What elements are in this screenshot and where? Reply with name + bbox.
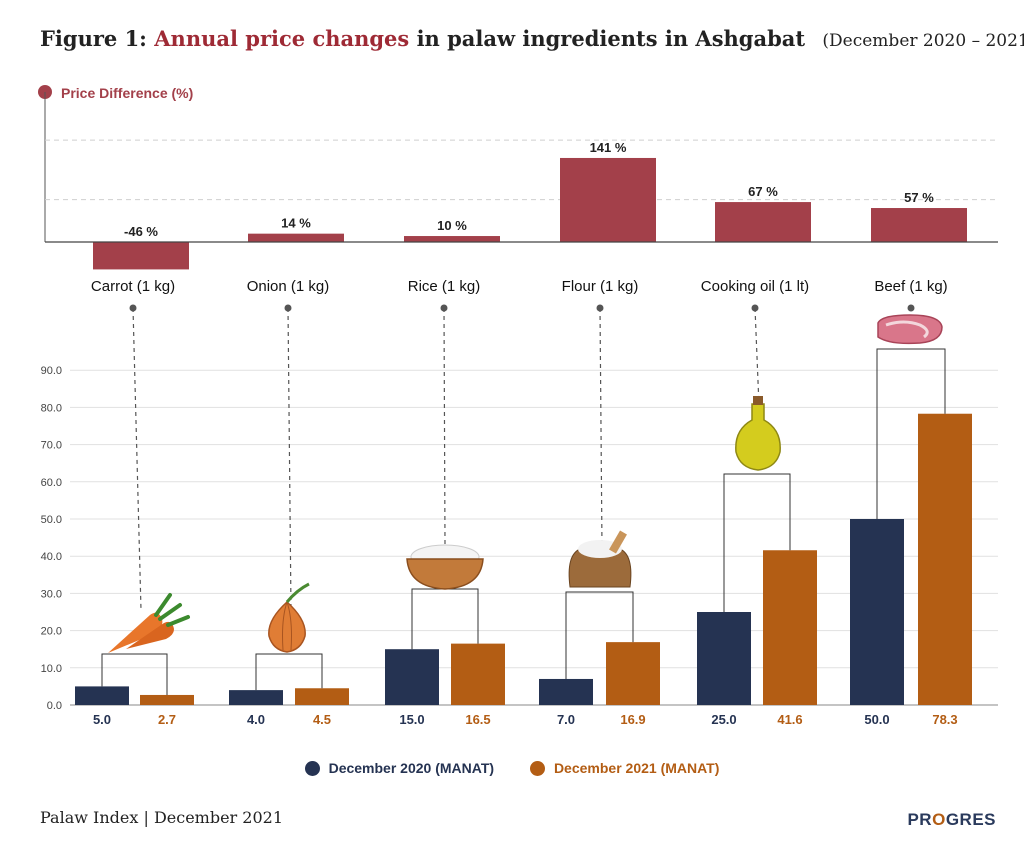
legend-item-2021: December 2021 (MANAT) bbox=[529, 760, 720, 776]
pair-bracket bbox=[101, 653, 168, 695]
pair-bracket bbox=[255, 653, 323, 691]
category-label: Onion (1 kg) bbox=[247, 278, 330, 295]
y-tick-label: 10.0 bbox=[41, 663, 62, 675]
leader-line bbox=[132, 307, 142, 611]
value-label-2021: 78.3 bbox=[932, 712, 957, 727]
flour-sack-icon bbox=[568, 530, 632, 588]
pair-bracket bbox=[723, 473, 791, 612]
pct-data-label: -46 % bbox=[124, 224, 158, 239]
bar-2021 bbox=[451, 643, 505, 705]
figure-label: Figure 1: bbox=[40, 26, 147, 51]
value-label-2020: 25.0 bbox=[711, 712, 736, 727]
pair-bracket bbox=[565, 591, 634, 679]
pair-bracket bbox=[876, 348, 946, 519]
leader-line bbox=[599, 307, 603, 549]
top-chart-title: Price Difference (%) bbox=[61, 85, 193, 101]
rice-bowl-icon bbox=[406, 544, 484, 590]
y-tick-label: 80.0 bbox=[41, 402, 62, 414]
y-tick-label: 30.0 bbox=[41, 588, 62, 600]
bar-2021 bbox=[763, 550, 817, 705]
y-tick-label: 50.0 bbox=[41, 514, 62, 526]
bar-2020 bbox=[850, 519, 904, 705]
y-tick-label: 0.0 bbox=[47, 700, 62, 712]
bar-2021 bbox=[918, 413, 972, 705]
pct-bar bbox=[248, 233, 344, 242]
legend-dot-2021 bbox=[529, 760, 545, 776]
pct-bar bbox=[715, 202, 811, 242]
y-tick-label: 40.0 bbox=[41, 551, 62, 563]
legend-label-2021: December 2021 (MANAT) bbox=[553, 760, 720, 776]
carrot-icon bbox=[108, 593, 190, 653]
pct-bar bbox=[93, 242, 189, 270]
title-rest: in palaw ingredients in Ashgabat bbox=[416, 26, 806, 51]
value-label-2021: 4.5 bbox=[313, 712, 331, 727]
onion-icon bbox=[268, 582, 310, 653]
date-range: (December 2020 – 2021) bbox=[822, 31, 1024, 51]
value-label-2020: 5.0 bbox=[93, 712, 111, 727]
beef-steak-icon bbox=[877, 314, 943, 345]
bar-2021 bbox=[606, 642, 660, 705]
brand-logo: PROGRES bbox=[907, 810, 996, 829]
bar-2020 bbox=[697, 612, 751, 705]
bar-2021 bbox=[140, 694, 194, 705]
pct-bar bbox=[560, 157, 656, 242]
y-tick-label: 90.0 bbox=[41, 365, 62, 377]
bar-2020 bbox=[229, 690, 283, 705]
value-label-2020: 4.0 bbox=[247, 712, 265, 727]
pct-bar bbox=[871, 208, 967, 242]
legend-dot-2020 bbox=[304, 760, 320, 776]
value-label-2021: 16.9 bbox=[620, 712, 645, 727]
category-label: Carrot (1 kg) bbox=[91, 278, 175, 295]
legend: December 2020 (MANAT) December 2021 (MAN… bbox=[0, 760, 1024, 779]
legend-item-2020: December 2020 (MANAT) bbox=[304, 760, 495, 776]
value-label-2021: 16.5 bbox=[465, 712, 490, 727]
bar-2020 bbox=[539, 678, 593, 705]
chart-title: Figure 1: Annual price changes in palaw … bbox=[40, 26, 1024, 51]
value-label-2020: 15.0 bbox=[399, 712, 424, 727]
category-label: Rice (1 kg) bbox=[408, 278, 481, 295]
value-label-2020: 50.0 bbox=[864, 712, 889, 727]
oil-bottle-icon bbox=[735, 396, 781, 471]
value-label-2021: 2.7 bbox=[158, 712, 176, 727]
category-label: Flour (1 kg) bbox=[562, 278, 639, 295]
pct-data-label: 141 % bbox=[590, 140, 627, 155]
leader-line bbox=[443, 307, 446, 546]
leader-line bbox=[287, 307, 292, 611]
category-label: Beef (1 kg) bbox=[874, 278, 947, 295]
bar-2020 bbox=[75, 686, 129, 705]
pct-bar bbox=[404, 236, 500, 242]
category-label: Cooking oil (1 lt) bbox=[701, 278, 809, 295]
value-label-2021: 41.6 bbox=[777, 712, 802, 727]
pct-data-label: 67 % bbox=[748, 184, 778, 199]
y-tick-label: 70.0 bbox=[41, 440, 62, 452]
y-tick-label: 60.0 bbox=[41, 477, 62, 489]
leader-line bbox=[909, 304, 912, 309]
pct-data-label: 57 % bbox=[904, 190, 934, 205]
y-tick-label: 20.0 bbox=[41, 626, 62, 638]
title-accent: Annual price changes bbox=[154, 26, 410, 51]
footer-text: Palaw Index | December 2021 bbox=[40, 808, 284, 827]
bar-2021 bbox=[295, 688, 349, 705]
pct-data-label: 10 % bbox=[437, 218, 467, 233]
legend-label-2020: December 2020 (MANAT) bbox=[328, 760, 495, 776]
bar-2020 bbox=[385, 649, 439, 705]
pct-data-label: 14 % bbox=[281, 216, 311, 231]
pair-bracket bbox=[411, 588, 479, 650]
value-label-2020: 7.0 bbox=[557, 712, 575, 727]
